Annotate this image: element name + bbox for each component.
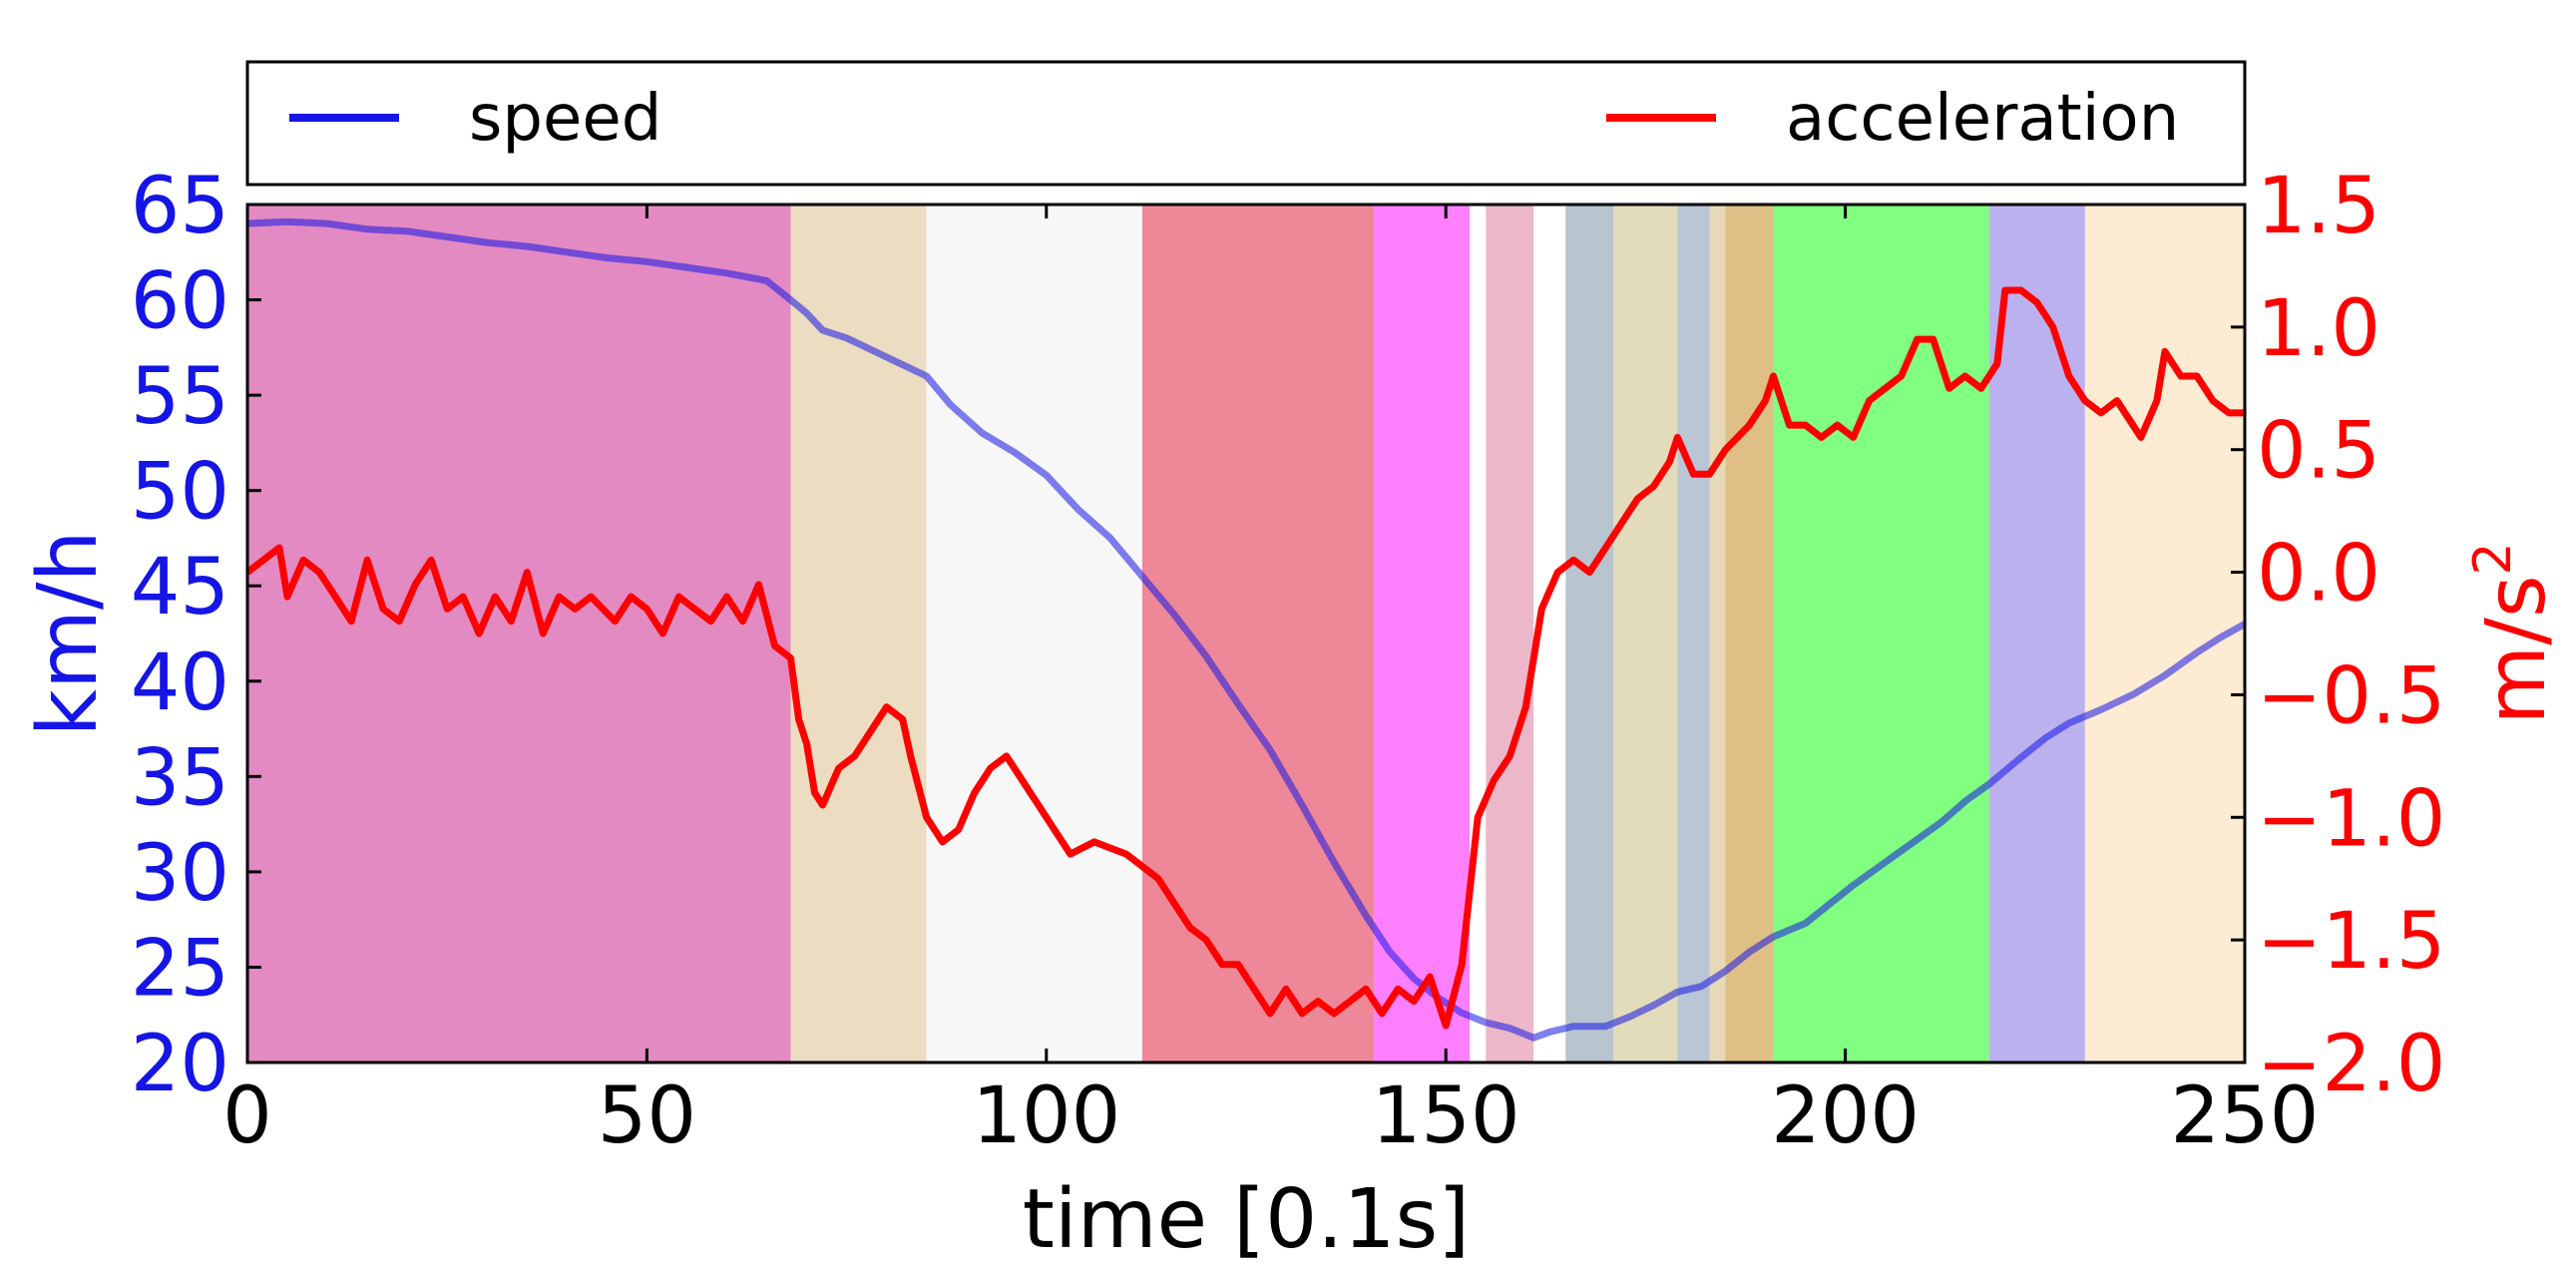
y-left-tick-label: 35 [131,733,229,823]
y-left-axis-label: km/h [21,531,116,737]
x-tick-label: 0 [222,1071,272,1161]
segment-band-4 [1374,205,1471,1062]
legend: speed acceleration [245,60,2247,187]
legend-speed-label: speed [469,82,661,156]
segment-band-9 [1613,205,1678,1062]
series-lines [244,217,2247,1042]
acceleration-line [244,286,2245,1030]
y-left-tick-label: 45 [131,543,229,633]
y-left-tick-label: 55 [131,352,229,442]
segment-band-15 [2084,205,2245,1062]
segment-band-12 [1725,205,1774,1062]
x-tick-label: 150 [1372,1071,1520,1161]
x-tick-label: 100 [972,1071,1120,1161]
y-left-tick-label: 25 [131,924,229,1014]
x-tick-label: 250 [2171,1071,2320,1161]
y-right-tick-label: −1.0 [2257,774,2445,864]
y-right-tick-label: 0.0 [2257,530,2380,620]
segment-band-10 [1677,205,1710,1062]
segment-band-0 [247,205,791,1062]
y-right-tick-label: −2.0 [2257,1020,2445,1109]
y-left-tick-label: 40 [131,638,229,728]
y-right-axis-label: m/s2 [2463,542,2564,724]
background-bands [247,205,2245,1062]
y-left-tick-label: 60 [131,257,229,347]
legend-acceleration-label: acceleration [1786,82,2179,156]
segment-band-2 [926,205,1142,1062]
y-right-tick-label: −0.5 [2257,651,2445,741]
x-tick-label: 50 [598,1071,696,1161]
legend-box [245,60,2247,187]
x-axis-label: time [0.1s] [1023,1172,1470,1267]
y-left-tick-label: 65 [131,162,229,251]
segment-band-3 [1141,205,1375,1062]
y-right-tick-label: 1.5 [2257,162,2380,251]
y-right-axis-unit: m/s [2469,575,2564,724]
y-left-tick-label: 50 [131,448,229,538]
segment-band-5 [1470,205,1487,1062]
segment-band-1 [790,205,927,1062]
segment-band-11 [1709,205,1726,1062]
y-right-tick-label: 1.0 [2257,284,2380,374]
segment-band-8 [1565,205,1614,1062]
speed-line [246,217,2247,1042]
ticks: 0 50 100 150 200 25020253035404550556065−2.0−… [131,162,2446,1161]
y-right-tick-label: 0.5 [2257,407,2380,497]
segment-band-13 [1773,205,1989,1062]
segment-band-14 [1988,205,2085,1062]
y-right-axis-exponent: 2 [2463,542,2523,575]
segment-band-6 [1486,205,1534,1062]
y-left-tick-label: 20 [131,1020,229,1109]
plot-frame [245,203,2247,1064]
y-right-tick-label: −1.5 [2257,897,2445,987]
x-tick-label: 200 [1771,1071,1920,1161]
y-left-tick-label: 30 [131,829,229,919]
